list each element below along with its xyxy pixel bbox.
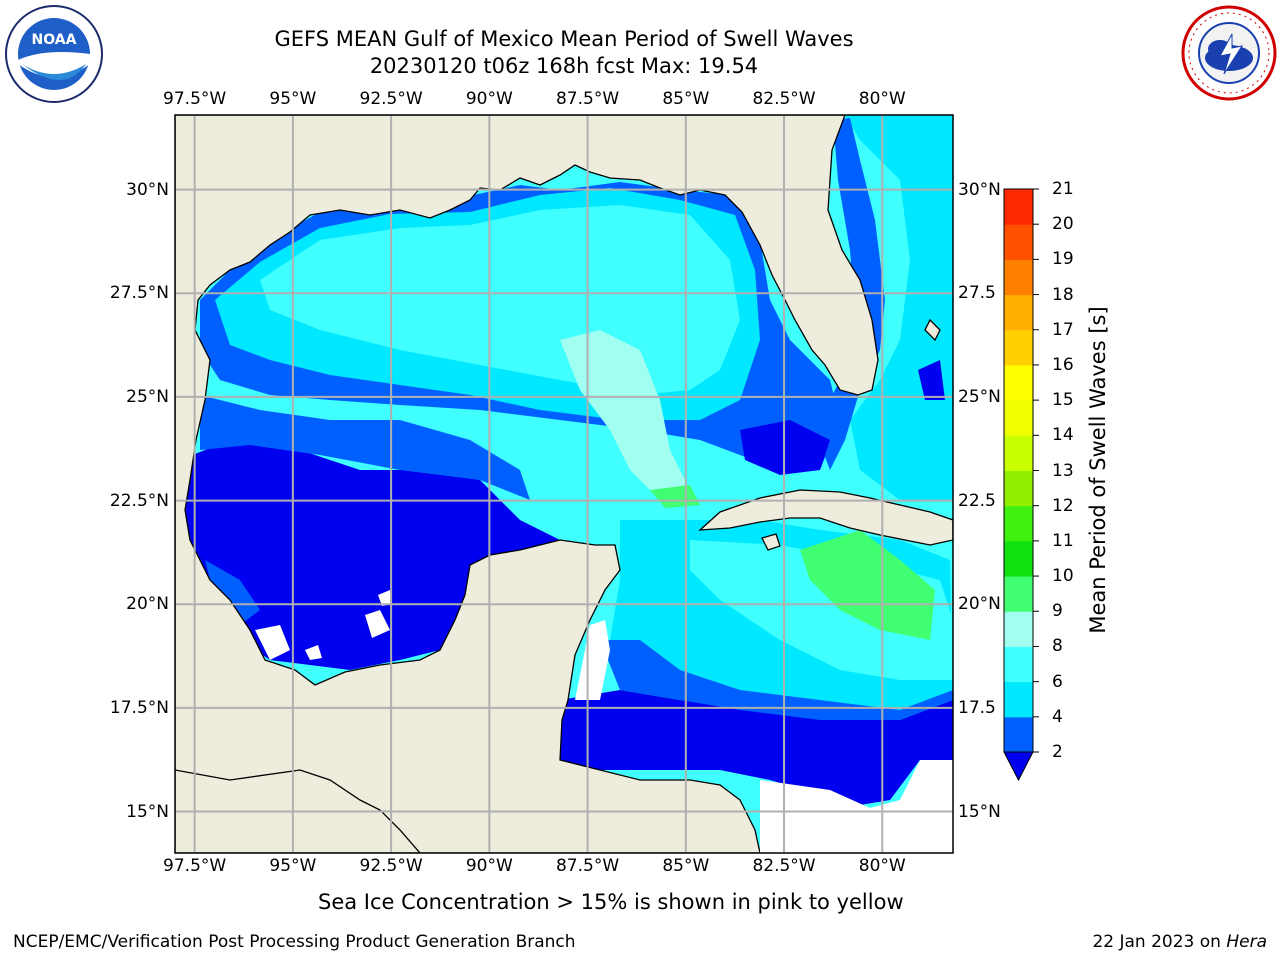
lon-tick-bottom: 82.5°W xyxy=(752,856,816,876)
colorbar-tick-label: 10 xyxy=(1052,566,1074,587)
colorbar-tick-label: 6 xyxy=(1052,671,1063,692)
lat-tick-left: 17.5°N xyxy=(109,697,169,718)
colorbar-segment xyxy=(1004,611,1033,647)
field-atlantic-cyan xyxy=(845,115,953,500)
lat-tick-left: 25°N xyxy=(126,386,169,407)
field-bahamas-deep xyxy=(918,360,945,400)
colorbar-segment xyxy=(1004,470,1033,507)
colorbar-segment xyxy=(1004,294,1033,331)
lon-tick-top: 92.5°W xyxy=(359,89,423,109)
colorbar-tick-label: 2 xyxy=(1052,742,1063,762)
lon-tick-top: 80°W xyxy=(858,89,906,109)
colorbar-segment xyxy=(1004,400,1033,436)
lon-tick-top: 87.5°W xyxy=(555,89,620,109)
colorbar-label: Mean Period of Swell Waves [s] xyxy=(1086,306,1110,634)
lat-tick-right: 22.5 xyxy=(958,490,996,511)
lon-tick-bottom: 87.5°W xyxy=(555,856,620,876)
lon-tick-bottom: 90°W xyxy=(465,856,513,876)
colorbar-tick-label: 15 xyxy=(1052,390,1074,411)
field-atlantic-blue-edge xyxy=(815,118,885,470)
lat-tick-right: 17.5 xyxy=(958,697,996,718)
field-deep-blue-sw xyxy=(180,440,560,670)
colorbar-segment xyxy=(1004,540,1033,577)
lat-tick-right: 15°N xyxy=(958,801,1001,822)
colorbar-segment xyxy=(1004,189,1033,225)
colorbar xyxy=(1003,188,1039,782)
svg-text:NOAA: NOAA xyxy=(32,32,77,48)
lon-tick-bottom: 95°W xyxy=(269,856,317,876)
lat-tick-right: 27.5 xyxy=(958,283,996,304)
colorbar-segment xyxy=(1004,364,1033,401)
field-caribbean-green xyxy=(800,530,935,640)
footer-host: Hera xyxy=(1226,932,1267,952)
chart-title: GEFS MEAN Gulf of Mexico Mean Period of … xyxy=(274,27,854,51)
map-frame xyxy=(174,114,954,854)
lon-tick-bottom: 97.5°W xyxy=(163,856,227,876)
lon-tick-top: 90°W xyxy=(465,89,513,109)
noaa-logo: NOAA xyxy=(4,4,104,108)
colorbar-tick-label: 13 xyxy=(1052,460,1074,481)
lon-tick-top: 82.5°W xyxy=(752,89,816,109)
colorbar-tick-label: 8 xyxy=(1052,636,1063,657)
colorbar-tick-label: 20 xyxy=(1052,214,1074,235)
field-pale-central xyxy=(560,330,690,500)
lat-tick-left: 30°N xyxy=(126,179,169,200)
sea-ice-note: Sea Ice Concentration > 15% is shown in … xyxy=(318,890,904,914)
colorbar-segment xyxy=(1004,224,1033,260)
lat-tick-left: 20°N xyxy=(126,594,169,615)
colorbar-tick-label: 4 xyxy=(1052,706,1063,727)
lat-tick-left: 27.5°N xyxy=(109,283,169,304)
lat-tick-right: 25°N xyxy=(958,386,1001,407)
colorbar-segment xyxy=(1004,329,1033,366)
colorbar-extend-min xyxy=(1003,751,1034,782)
colorbar-tick-label: 17 xyxy=(1052,319,1074,340)
nodata-patches xyxy=(255,590,953,853)
colorbar-segment xyxy=(1004,505,1033,542)
lat-tick-right: 30°N xyxy=(958,179,1001,200)
lat-tick-left: 15°N xyxy=(126,801,169,822)
colorbar-tick-label: 16 xyxy=(1052,354,1074,375)
footer-date: 22 Jan 2023 on Hera xyxy=(1092,932,1267,952)
colorbar-segment xyxy=(1004,259,1033,296)
lon-tick-bottom: 92.5°W xyxy=(359,856,423,876)
field-caribbean-mid xyxy=(600,640,953,720)
colorbar-segment xyxy=(1004,576,1033,612)
footer-date-text: 22 Jan 2023 on xyxy=(1092,932,1227,952)
lon-tick-bottom: 85°W xyxy=(662,856,710,876)
lat-tick-left: 22.5°N xyxy=(109,490,169,511)
colorbar-tick-label: 21 xyxy=(1052,179,1074,199)
colorbar-tick-label: 14 xyxy=(1052,425,1074,446)
land-isle-of-youth xyxy=(761,533,781,551)
map-grid xyxy=(175,115,953,853)
field-mid-blue-west xyxy=(200,395,530,500)
colorbar-tick-label: 18 xyxy=(1052,284,1074,305)
footer-credit: NCEP/EMC/Verification Post Processing Pr… xyxy=(13,932,576,952)
colorbar-segment xyxy=(1004,435,1033,471)
colorbar-segment xyxy=(1004,716,1033,753)
land-bahamas xyxy=(924,318,941,342)
swell-field xyxy=(175,115,953,853)
lon-tick-top: 95°W xyxy=(269,89,317,109)
colorbar-tick-label: 19 xyxy=(1052,249,1074,270)
field-mid-blue-edge-sw xyxy=(205,560,260,625)
colorbar-segment xyxy=(1004,646,1033,683)
nws-logo xyxy=(1180,4,1278,106)
lon-tick-top: 85°W xyxy=(662,89,710,109)
lon-tick-top: 97.5°W xyxy=(163,89,227,109)
colorbar-tick-label: 9 xyxy=(1052,601,1063,622)
field-caribbean-deep xyxy=(555,690,953,805)
chart-subtitle: 20230120 t06z 168h fcst Max: 19.54 xyxy=(369,54,759,78)
land-cuba xyxy=(698,489,953,546)
colorbar-segment xyxy=(1004,681,1033,718)
colorbar-tick-label: 11 xyxy=(1052,530,1074,551)
field-yucatan-green xyxy=(650,485,700,508)
lat-tick-right: 20°N xyxy=(958,594,1001,615)
lon-tick-bottom: 80°W xyxy=(858,856,906,876)
colorbar-tick-label: 12 xyxy=(1052,495,1074,516)
